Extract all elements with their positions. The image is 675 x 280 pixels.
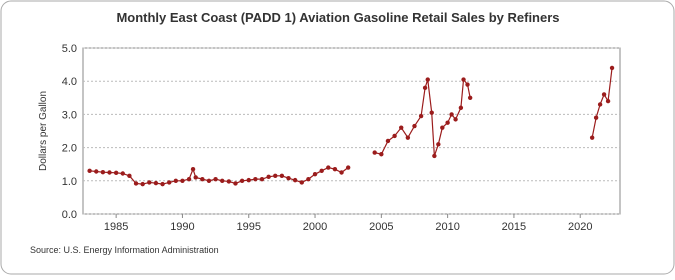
- point: [412, 123, 417, 129]
- point: [345, 165, 351, 170]
- point: [432, 153, 437, 159]
- point: [601, 92, 607, 97]
- point: [589, 135, 595, 140]
- point: [100, 169, 106, 175]
- point: [107, 170, 112, 175]
- y-tick-label: 0.0: [62, 209, 77, 221]
- point: [127, 173, 132, 179]
- point: [200, 176, 205, 182]
- point: [239, 178, 245, 183]
- x-tick-label: 2015: [502, 221, 526, 233]
- y-tick-label: 5.0: [62, 43, 77, 55]
- x-tick-label: 1995: [236, 221, 260, 233]
- point: [597, 102, 603, 107]
- point: [399, 125, 404, 130]
- y-tick-label: 3.0: [62, 109, 77, 121]
- x-tick-label: 1990: [170, 221, 194, 233]
- point: [140, 181, 145, 187]
- point: [609, 65, 615, 71]
- point: [312, 171, 318, 177]
- y-tick-label: 1.0: [62, 176, 77, 188]
- line: [591, 67, 613, 138]
- point: [226, 179, 232, 184]
- point: [299, 180, 304, 185]
- point: [458, 105, 464, 110]
- point: [292, 177, 298, 183]
- point: [193, 175, 198, 180]
- point: [266, 174, 271, 180]
- chart-title: Monthly East Coast (PADD 1) Aviation Gas…: [116, 10, 559, 25]
- point: [453, 117, 458, 122]
- source: Source: U.S. Energy Information Administ…: [30, 245, 219, 255]
- point: [190, 166, 196, 172]
- point: [213, 176, 218, 182]
- point: [461, 77, 466, 82]
- x-tick-label: 2005: [369, 221, 393, 233]
- point: [429, 110, 434, 115]
- y-tick-label: 2.0: [62, 143, 77, 155]
- point: [206, 178, 212, 183]
- point: [166, 180, 172, 185]
- point: [94, 169, 99, 174]
- point: [233, 181, 238, 186]
- point: [259, 176, 265, 182]
- point: [319, 168, 324, 174]
- point: [180, 178, 185, 183]
- point: [326, 165, 331, 170]
- point: [467, 95, 473, 101]
- point: [133, 181, 139, 186]
- point: [173, 178, 179, 183]
- point: [253, 176, 258, 182]
- point: [379, 152, 384, 157]
- point: [220, 178, 225, 183]
- y-tick-label: 4.0: [62, 76, 77, 88]
- point: [339, 170, 344, 175]
- point: [147, 180, 152, 185]
- x-tick-label: 2000: [303, 221, 327, 233]
- point: [445, 120, 450, 125]
- point: [273, 173, 278, 179]
- point: [392, 133, 397, 139]
- point: [422, 85, 428, 91]
- point: [425, 77, 430, 82]
- y-axis-label: Dollars per Gallon: [38, 91, 49, 171]
- point: [120, 171, 125, 176]
- point: [279, 173, 285, 179]
- point: [605, 98, 611, 104]
- point: [286, 175, 291, 181]
- point: [87, 168, 92, 174]
- point: [246, 177, 251, 183]
- point: [449, 112, 454, 117]
- x-tick-label: 2020: [568, 221, 592, 233]
- point: [405, 135, 411, 140]
- point: [385, 138, 391, 144]
- point: [306, 176, 311, 182]
- point: [160, 181, 165, 187]
- x-tick-label: 1985: [104, 221, 128, 233]
- x-tick-label: 2010: [435, 221, 459, 233]
- point: [186, 176, 192, 182]
- point: [372, 150, 377, 155]
- point: [418, 113, 424, 119]
- point: [332, 166, 338, 172]
- point: [153, 180, 159, 186]
- point: [440, 125, 445, 130]
- point: [113, 170, 119, 176]
- point: [436, 142, 441, 147]
- point: [593, 115, 599, 120]
- point: [465, 82, 470, 87]
